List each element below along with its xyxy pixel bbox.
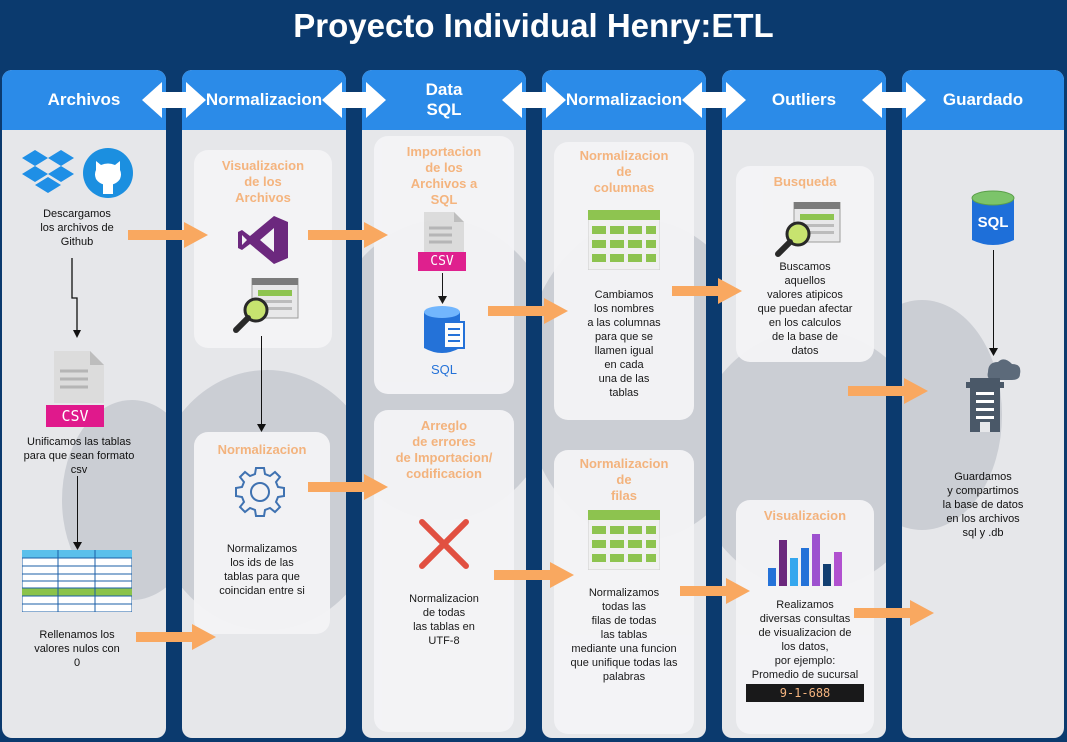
double-arrow — [142, 82, 206, 118]
flow-arrow — [488, 298, 568, 324]
sql-database-icon — [424, 306, 465, 353]
gear-icon — [235, 467, 285, 517]
connector-line — [261, 336, 262, 426]
flow-arrow — [854, 600, 934, 626]
card-title: Importacion de los Archivos a SQL — [406, 144, 482, 207]
csv-file-icon — [424, 212, 464, 252]
cloud-building-icon — [966, 359, 1021, 432]
github-icon — [83, 148, 133, 198]
sql-label: SQL — [430, 362, 457, 377]
double-arrow — [502, 82, 566, 118]
cambiamos-text: Cambiamos los nombres a las columnas para q… — [587, 289, 661, 399]
csv-file-icon — [54, 351, 104, 403]
search-icon — [233, 278, 299, 333]
realizamos-text: Realizamos diversas consultas de visualiza… — [751, 599, 859, 681]
connector-line — [993, 250, 994, 350]
flow-arrow — [848, 378, 928, 404]
normalizamos-filas-text: Normalizamos todas las filas de todas las t… — [570, 587, 678, 683]
column-data-sql: Data SQL Importacion de los Archivos a SQL C… — [362, 70, 526, 738]
flow-arrow — [136, 624, 216, 650]
flow-arrow — [680, 578, 750, 604]
bar-chart-icon — [768, 534, 842, 586]
arrowhead — [73, 542, 82, 550]
double-arrow — [862, 82, 926, 118]
column-archivos: Archivos Descargamos los archivos de Githu… — [2, 70, 166, 738]
card-visualizacion: Visualizacion Realizamos diversas consult… — [736, 500, 874, 734]
flow-arrow — [672, 278, 742, 304]
column-normalizacion-1: Normalizacion Visualizacion de los Archivo… — [182, 70, 346, 738]
guardamos-text: Guardamos y compartimos la base de datos e… — [942, 471, 1024, 539]
column-header-archivos: Archivos — [2, 70, 166, 130]
sql-database-icon — [971, 190, 1015, 245]
sql-icon-label: SQL — [977, 214, 1009, 231]
flow-arrow — [308, 222, 388, 248]
flow-arrow — [128, 222, 208, 248]
csv-label: CSV — [46, 405, 104, 427]
card-title: Arreglo de errores de Importacion/codifica… — [395, 418, 493, 481]
descargamos-text: Descargamos los archivos de Github — [40, 208, 114, 248]
double-arrow — [322, 82, 386, 118]
column-outliers: Outliers Busqueda Buscamos aquellos valore… — [722, 70, 886, 738]
csv-label: CSV — [418, 252, 466, 271]
rellenamos-text: Rellenamos los valores nulos con 0 — [34, 629, 120, 669]
card-title: Visualizacion — [763, 508, 847, 523]
card-busqueda: Busqueda Buscamos aquellos valores atipico… — [736, 166, 874, 362]
connector-line — [442, 273, 443, 297]
card-title: Normalizacion — [217, 442, 307, 457]
table-icon — [588, 210, 660, 270]
table-icon — [22, 550, 132, 612]
column-header-normalizacion-2: Normalizacion — [542, 70, 706, 130]
column-guardado: Guardado SQL Guardamos y compartimos la ba… — [902, 70, 1064, 738]
card-title: Busqueda — [773, 174, 837, 189]
arrowhead — [989, 348, 998, 356]
normalizacion-utf8-text: Normalizacion de todas las tablas en UTF-8 — [409, 593, 479, 647]
dropbox-icon — [22, 150, 74, 193]
flow-arrow — [494, 562, 574, 588]
connector-line — [77, 476, 78, 546]
arrowhead — [438, 296, 447, 304]
card-arreglo-errores: Arreglo de errores de Importacion/codifica… — [374, 410, 514, 732]
visual-studio-icon — [238, 216, 288, 264]
page-title: Proyecto Individual Henry:ETL — [293, 7, 774, 44]
arrowhead — [257, 424, 266, 432]
card-title: Normalizacion de filas — [579, 456, 669, 503]
column-header-data-sql: Data SQL — [362, 70, 526, 130]
buscamos-text: Buscamos aquellos valores atipicos que pued… — [757, 261, 853, 357]
double-arrow — [682, 82, 746, 118]
code-sample: 9-1-688 — [746, 684, 864, 702]
card-visualizacion-archivos: Visualizacion de los Archivos — [194, 150, 332, 348]
card-title: Visualizacion de los Archivos — [221, 158, 305, 205]
column-header-guardado: Guardado — [902, 70, 1064, 130]
unificamos-text: Unificamos las tablas para que sean forma… — [23, 436, 135, 476]
error-x-icon — [419, 519, 469, 569]
column-header-outliers: Outliers — [722, 70, 886, 130]
flow-arrow — [308, 474, 388, 500]
table-icon — [588, 510, 660, 570]
normalizamos-ids-text: Normalizamos los ids de las tablas para qu… — [219, 543, 305, 597]
card-normalizacion-ids: Normalizacion Normalizamos los ids de las… — [194, 432, 330, 634]
card-title: Normalizacion de columnas — [579, 148, 669, 195]
card-normalizacion-columnas: Normalizacion de columnas Cambiamos los nom… — [554, 142, 694, 420]
card-normalizacion-filas: Normalizacion de filas Normalizamos todas l… — [554, 450, 694, 734]
card-importacion: Importacion de los Archivos a SQL CSV SQL — [374, 136, 514, 394]
column-header-normalizacion-1: Normalizacion — [182, 70, 346, 130]
column-normalizacion-2: Normalizacion Normalizacion de columnas Ca… — [542, 70, 706, 738]
search-icon — [775, 202, 841, 257]
connector-line — [71, 258, 81, 338]
